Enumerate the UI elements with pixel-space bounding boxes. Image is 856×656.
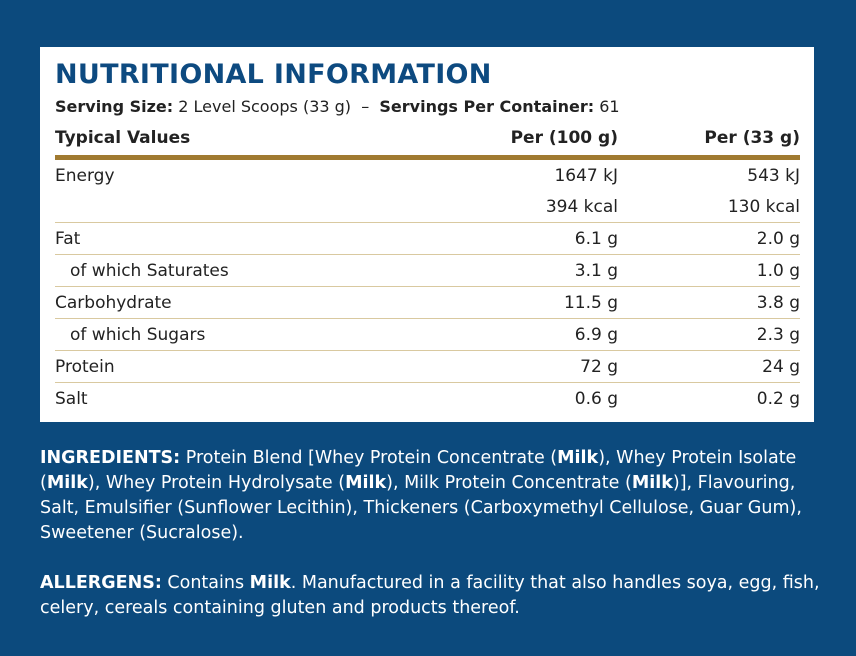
ingredients-section: INGREDIENTS: Protein Blend [Whey Protein… [40,446,820,621]
per100-value: 0.6 g [574,388,618,409]
ingredients-text: INGREDIENTS: Protein Blend [Whey Protein… [40,446,820,546]
perserving-value: 3.8 g [618,286,800,319]
text-segment: Contains [161,573,250,593]
table-row: Protein 72 g 24 g [55,350,800,383]
nutrient-label: Carbohydrate [55,286,298,319]
serving-size-label: Serving Size: [55,97,174,116]
table-row: of which Sugars 6.9 g 2.3 g [55,318,800,351]
perserving-value: 543 kJ [747,165,800,186]
per100-value: 6.9 g [298,318,618,351]
allergens-text: ALLERGENS: Contains Milk. Manufactured i… [40,571,820,621]
per100-value: 6.1 g [298,222,618,255]
table-row: Energy 1647 kJ 543 kJ [55,158,800,192]
text-segment: ), Milk Protein Concentrate ( [386,473,632,493]
table-row: of which Saturates 3.1 g 1.0 g [55,254,800,287]
text-segment: ), Whey Protein Isolate ( [40,448,797,493]
per100-value: 72 g [298,350,618,383]
perserving-value: 0.2 g [756,388,800,409]
text-segment: Protein Blend [Whey Protein Concentrate … [180,448,558,468]
per100-value: 11.5 g [298,286,618,319]
allergen-highlight: Milk [249,573,291,593]
nutrient-label: of which Saturates [55,254,298,287]
serving-size-value: 2 Level Scoops (33 g) [178,97,352,116]
nutrient-label: of which Sugars [55,318,298,351]
per100-value: 3.1 g [298,254,618,287]
table-row: Salt 0.6 g 0.2 g [55,383,800,415]
per100-value: 394 kcal [298,191,618,223]
separator: – [361,97,370,116]
allergen-highlight: Milk [631,473,673,493]
nutrient-label: Energy [55,165,115,186]
per100-value: 1647 kJ [554,165,618,186]
perserving-value: 1.0 g [618,254,800,287]
table-row: Fat 6.1 g 2.0 g [55,222,800,255]
nutrition-table: Typical Values Per (100 g) Per (33 g) En… [55,121,800,414]
ingredients-label: INGREDIENTS: [40,448,181,468]
servings-value: 61 [599,97,620,116]
table-row: 394 kcal 130 kcal [55,191,800,223]
nutrient-label: Protein [55,350,298,383]
perserving-value: 2.3 g [618,318,800,351]
header-per100: Per (100 g) [298,121,618,160]
page-title: NUTRITIONAL INFORMATION [55,59,492,90]
perserving-value: 2.0 g [618,222,800,255]
allergen-highlight: Milk [345,473,387,493]
serving-info: Serving Size: 2 Level Scoops (33 g) – Se… [55,93,799,121]
nutrient-label: Fat [55,222,298,255]
text-segment: ), Whey Protein Hydrolysate ( [87,473,346,493]
header-typical: Typical Values [55,121,298,160]
table-row: Carbohydrate 11.5 g 3.8 g [55,286,800,319]
header-perserving: Per (33 g) [618,121,800,160]
text-segment: . Manufactured in a facility that also h… [40,573,820,618]
nutrition-panel: NUTRITIONAL INFORMATION Serving Size: 2 … [40,47,814,422]
nutrient-label: Salt [55,388,88,409]
table-header: Typical Values Per (100 g) Per (33 g) [55,121,800,160]
allergens-label: ALLERGENS: [40,573,162,593]
perserving-value: 130 kcal [618,191,800,223]
perserving-value: 24 g [618,350,800,383]
servings-label: Servings Per Container: [379,97,595,116]
nutrient-label [55,191,298,223]
text-segment: )], Flavouring, Salt, Emulsifier (Sunflo… [40,473,802,543]
allergen-highlight: Milk [46,473,88,493]
allergen-highlight: Milk [557,448,599,468]
